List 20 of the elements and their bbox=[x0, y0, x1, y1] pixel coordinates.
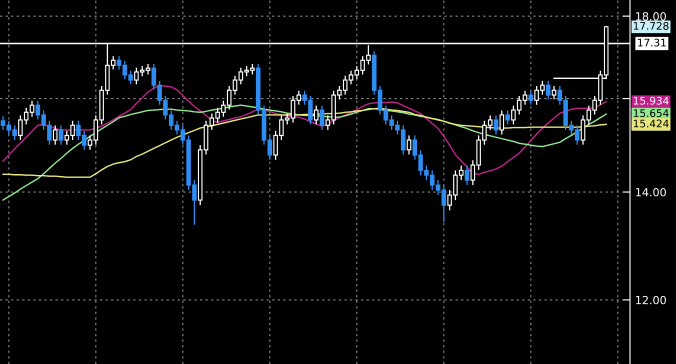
candlestick bbox=[494, 114, 498, 136]
candlestick bbox=[52, 124, 58, 146]
ref-line-label: 17.31 bbox=[638, 38, 666, 47]
candlestick bbox=[505, 110, 510, 126]
y-tick-label: 12.00 bbox=[636, 296, 666, 304]
candlestick bbox=[58, 124, 64, 146]
candlestick bbox=[320, 104, 324, 131]
text: 15.654 bbox=[634, 109, 669, 118]
candlestick bbox=[546, 80, 551, 100]
text: 17.728 bbox=[634, 22, 669, 30]
y-tick-label: 14.00 bbox=[636, 188, 666, 196]
candlestick bbox=[528, 90, 534, 106]
candlestick bbox=[314, 104, 319, 126]
candlestick bbox=[406, 134, 412, 156]
text: 15.424 bbox=[634, 120, 669, 128]
y-tick-label: 18.00 bbox=[636, 12, 666, 21]
candlestick bbox=[552, 85, 556, 100]
candlestick bbox=[464, 164, 470, 186]
text: 15.934 bbox=[634, 96, 669, 105]
candlestick bbox=[500, 110, 504, 136]
